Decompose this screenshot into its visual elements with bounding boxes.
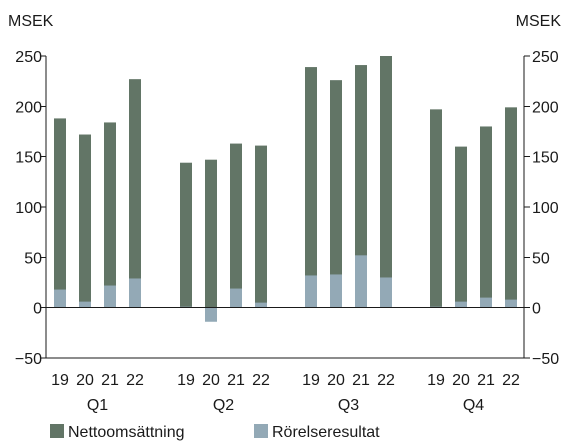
legend-swatch [50, 424, 64, 438]
left-tick-label: 200 [15, 99, 42, 116]
left-tick-label: 0 [33, 301, 42, 318]
legend: Nettoomsättning Rörelseresultat [50, 424, 380, 441]
operating-profit-bar-q4-22 [505, 299, 517, 308]
year-label: 19 [51, 372, 69, 389]
net-sales-bar-q2-20 [205, 159, 217, 308]
net-sales-bar-q2-19 [180, 162, 192, 308]
left-axis-unit-label: MSEK [8, 13, 54, 30]
year-label: 20 [76, 372, 94, 389]
operating-profit-bar-q2-19 [180, 306, 192, 308]
net-sales-bar-q1-19 [54, 118, 66, 308]
year-label: 20 [327, 372, 345, 389]
year-label: 19 [177, 372, 195, 389]
net-sales-bar-q2-21 [230, 143, 242, 308]
year-label: 21 [101, 372, 119, 389]
year-label: 22 [377, 372, 395, 389]
year-label: 21 [227, 372, 245, 389]
operating-profit-bar-q3-20 [330, 274, 342, 308]
left-tick-label: 250 [15, 49, 42, 66]
operating-profit-bar-q1-20 [79, 301, 91, 308]
operating-profit-bar-q1-22 [129, 278, 141, 308]
year-label: 20 [202, 372, 220, 389]
year-label: 21 [352, 372, 370, 389]
right-tick-label: 100 [532, 200, 559, 217]
right-axis-unit-label: MSEK [516, 13, 562, 30]
left-tick-label: 150 [15, 150, 42, 167]
operating-profit-bar-q2-20 [205, 307, 217, 322]
net-sales-bar-q1-20 [79, 134, 91, 308]
operating-profit-bar-q4-20 [455, 301, 467, 308]
operating-profit-bar-q3-21 [355, 255, 367, 308]
right-tick-label: 200 [532, 99, 559, 116]
operating-profit-bar-q1-21 [104, 285, 116, 308]
x-axis-labels: 19 20 21 22 Q1 19 20 21 22 Q2 19 20 21 22 Q3 19 20 21 22 Q4 [51, 372, 520, 414]
operating-profit-bar-q2-21 [230, 288, 242, 308]
net-sales-bar-q4-20 [455, 146, 467, 308]
plot-frame [45, 56, 525, 359]
operating-profit-bar-q4-21 [480, 297, 492, 308]
net-sales-bar-q2-22 [255, 145, 267, 308]
right-tick-label: 0 [532, 301, 541, 318]
quarter-label: Q4 [463, 397, 484, 414]
left-tick-label: 100 [15, 200, 42, 217]
year-label: 21 [477, 372, 495, 389]
left-axis-ticks: −50 0 50 100 150 200 250 [15, 49, 46, 368]
legend-label: Rörelseresultat [272, 424, 380, 441]
net-sales-bar-q3-21 [355, 65, 367, 308]
left-tick-label: 50 [24, 250, 42, 267]
right-tick-label: −50 [532, 351, 559, 368]
year-label: 20 [452, 372, 470, 389]
operating-profit-bar-q3-19 [305, 275, 317, 308]
right-axis-ticks: −50 0 50 100 150 200 250 [524, 49, 559, 368]
quarter-label: Q2 [213, 397, 234, 414]
legend-swatch [254, 424, 268, 438]
year-label: 19 [427, 372, 445, 389]
net-sales-bar-q4-21 [480, 126, 492, 308]
net-sales-bar-q1-21 [104, 122, 116, 308]
net-sales-bar-q1-22 [129, 79, 141, 308]
operating-profit-bar-q3-22 [380, 277, 392, 308]
quarter-label: Q1 [87, 397, 108, 414]
year-label: 19 [302, 372, 320, 389]
net-sales-bar-q3-19 [305, 67, 317, 308]
operating-profit-bar-q1-19 [54, 289, 66, 308]
right-tick-label: 50 [532, 250, 550, 267]
net-sales-bar-q3-22 [380, 56, 392, 308]
left-tick-label: −50 [15, 351, 42, 368]
legend-label: Nettoomsättning [68, 424, 185, 441]
net-sales-bar-q3-20 [330, 80, 342, 308]
year-label: 22 [502, 372, 520, 389]
right-tick-label: 150 [532, 150, 559, 167]
operating-profit-bar-q4-19 [430, 306, 442, 308]
quarter-label: Q3 [338, 397, 359, 414]
net-sales-bar-q4-22 [505, 107, 517, 308]
operating-profit-bar-q2-22 [255, 302, 267, 308]
net-sales-bar-q4-19 [430, 109, 442, 308]
year-label: 22 [126, 372, 144, 389]
bars [54, 56, 517, 322]
year-label: 22 [252, 372, 270, 389]
right-tick-label: 250 [532, 49, 559, 66]
